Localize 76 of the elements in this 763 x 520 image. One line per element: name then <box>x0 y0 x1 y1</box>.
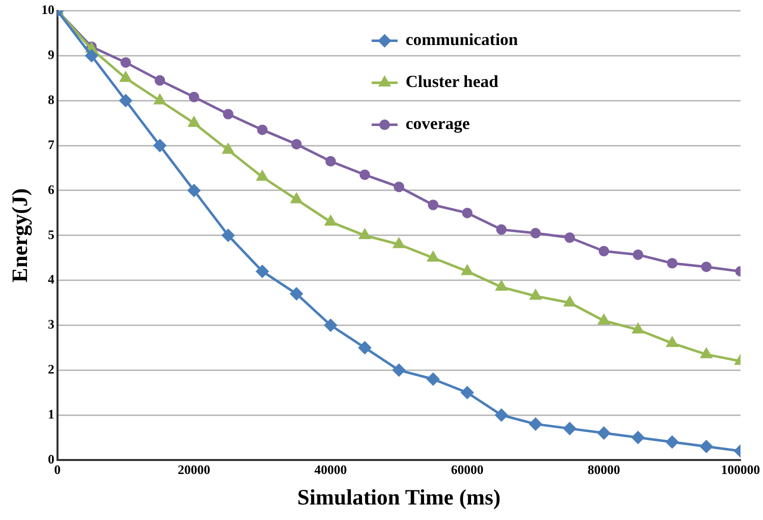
point <box>290 288 303 300</box>
point <box>462 265 473 276</box>
point <box>666 336 678 347</box>
point <box>120 72 132 82</box>
x-axis-title: Simulation Time (ms) <box>297 484 501 510</box>
point <box>188 184 200 197</box>
point <box>428 200 438 210</box>
point <box>188 116 200 127</box>
point <box>701 262 712 272</box>
point <box>632 323 644 334</box>
point <box>666 258 678 268</box>
point <box>290 193 302 204</box>
y-tick-label: 3 <box>48 316 55 332</box>
point <box>392 364 406 376</box>
point <box>359 229 370 240</box>
legend-label: Cluster head <box>406 72 499 92</box>
point <box>462 208 473 218</box>
point <box>222 144 234 154</box>
x-tick-label: 100000 <box>721 462 760 478</box>
y-tick-label: 1 <box>48 406 54 422</box>
point <box>563 422 576 435</box>
point <box>291 138 302 150</box>
point <box>257 124 268 136</box>
point <box>393 238 405 248</box>
point <box>119 94 132 107</box>
point <box>256 170 268 181</box>
point <box>632 431 644 444</box>
x-tick-label: 80000 <box>588 462 620 478</box>
point <box>700 440 713 453</box>
point <box>666 436 678 448</box>
point <box>394 182 404 192</box>
point <box>256 265 269 278</box>
point <box>222 108 234 120</box>
point <box>598 314 610 324</box>
y-tick-label: 5 <box>48 226 55 242</box>
point <box>598 426 610 440</box>
point <box>325 216 336 226</box>
point <box>154 139 166 152</box>
point <box>222 229 234 242</box>
point <box>495 408 508 422</box>
point <box>154 94 166 104</box>
point <box>529 418 542 430</box>
point <box>496 280 507 291</box>
x-tick-label: 40000 <box>314 462 347 478</box>
point <box>700 348 712 358</box>
point <box>428 252 439 262</box>
y-tick-label: 9 <box>48 47 55 62</box>
x-tick-label: 60000 <box>451 462 484 478</box>
point <box>426 372 440 386</box>
point <box>530 290 542 300</box>
point <box>632 249 644 260</box>
y-tick-label: 8 <box>48 92 55 107</box>
point <box>324 318 337 332</box>
point <box>358 341 372 354</box>
point <box>564 232 575 243</box>
legend-label: coverage <box>406 114 470 134</box>
point <box>530 228 541 238</box>
point <box>360 170 370 180</box>
point <box>325 156 336 167</box>
y-tick-label: 4 <box>48 272 55 287</box>
x-tick-label: 20000 <box>178 462 210 478</box>
point <box>461 386 474 399</box>
point <box>598 246 610 256</box>
point <box>496 224 507 235</box>
point <box>154 75 166 86</box>
point <box>564 296 576 307</box>
legend-label: communication <box>406 30 519 50</box>
y-tick-label: 2 <box>48 362 54 377</box>
y-tick-label: 0 <box>48 451 54 466</box>
point <box>188 92 200 102</box>
point <box>120 57 131 68</box>
y-tick-label: 6 <box>48 182 55 197</box>
y-tick-label: 10 <box>41 2 54 18</box>
y-axis-title: Energy(J) <box>6 188 32 282</box>
y-tick-label: 7 <box>48 136 55 152</box>
point <box>85 49 98 62</box>
